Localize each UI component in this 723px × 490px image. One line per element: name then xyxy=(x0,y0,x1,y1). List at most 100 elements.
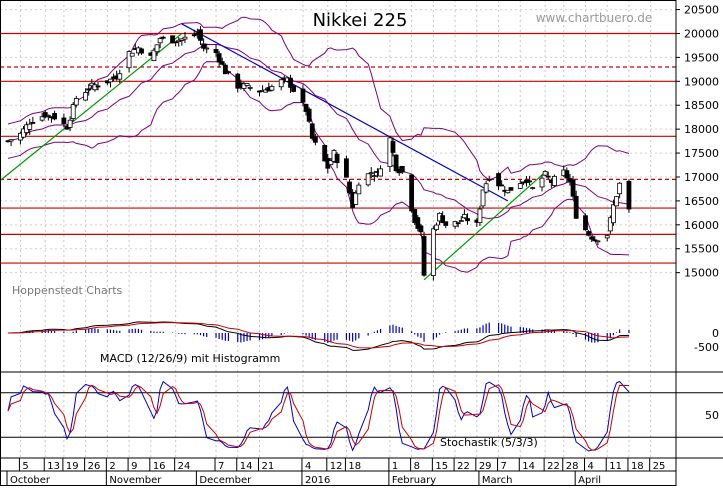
candle-body xyxy=(545,175,551,178)
candle-body xyxy=(219,61,225,65)
candle xyxy=(607,215,613,234)
candle xyxy=(347,179,352,195)
candle xyxy=(527,175,532,185)
month-label: December xyxy=(199,475,252,486)
candle xyxy=(552,174,557,188)
y-tick-label: 16000 xyxy=(684,219,719,232)
x-tick-label: 19 xyxy=(66,461,79,472)
candle-body xyxy=(443,221,449,226)
candle-body xyxy=(129,52,135,57)
bollinger-lower xyxy=(7,61,630,273)
candle xyxy=(614,196,619,207)
candle-body xyxy=(399,166,405,173)
x-tick-label: 28 xyxy=(566,461,579,472)
candle xyxy=(328,158,334,166)
candle xyxy=(477,205,483,226)
candle xyxy=(595,240,601,246)
candle xyxy=(126,50,132,73)
candle xyxy=(508,187,514,191)
candle xyxy=(219,57,225,66)
candle-body xyxy=(269,86,275,91)
month-label: April xyxy=(578,475,601,486)
candle xyxy=(542,170,548,177)
x-tick-label: 16 xyxy=(153,461,166,472)
candle xyxy=(586,230,591,237)
candle xyxy=(300,84,306,107)
candle xyxy=(108,78,113,88)
candle-body xyxy=(617,182,623,195)
candle xyxy=(117,69,123,84)
candle-body xyxy=(430,228,436,276)
x-tick-label: 29 xyxy=(479,461,492,472)
candle-body xyxy=(42,112,48,118)
candle-body xyxy=(45,114,51,117)
candle-body xyxy=(393,154,399,172)
x-tick-label: 14 xyxy=(240,461,253,472)
candle xyxy=(83,88,89,101)
month-label: October xyxy=(10,475,51,486)
candle xyxy=(226,71,231,75)
candle xyxy=(278,78,284,91)
candle-body xyxy=(61,117,67,125)
candle xyxy=(269,84,275,92)
candle xyxy=(371,170,377,182)
y-tick-label: 17000 xyxy=(684,171,719,184)
candle xyxy=(30,116,36,125)
candle xyxy=(356,182,362,195)
candle-body xyxy=(182,36,188,40)
stochastic-panel xyxy=(0,380,723,452)
candle-body xyxy=(241,83,247,89)
x-tick-label: 18 xyxy=(348,461,361,472)
candle-body xyxy=(418,225,424,233)
x-tick-label: 15 xyxy=(435,461,448,472)
candle xyxy=(67,116,73,132)
candle xyxy=(42,109,48,119)
candle-body xyxy=(70,104,76,119)
y-tick-label: 19000 xyxy=(684,75,719,88)
x-tick-label: 5 xyxy=(22,461,28,472)
support-resistance-lines xyxy=(0,32,676,264)
month-label: November xyxy=(109,475,162,486)
candle xyxy=(182,31,188,43)
x-tick-label: 7 xyxy=(501,461,507,472)
candle-body xyxy=(334,153,340,164)
candle xyxy=(95,82,101,91)
candle xyxy=(157,36,163,49)
candle xyxy=(486,175,492,182)
bollinger-upper xyxy=(7,16,630,181)
candle-body xyxy=(604,235,610,239)
candle xyxy=(465,213,470,225)
candle xyxy=(61,113,67,128)
candle-body xyxy=(353,192,359,205)
x-tick-label: 7 xyxy=(218,461,224,472)
candle-body xyxy=(160,36,166,39)
month-label: March xyxy=(482,475,512,486)
x-tick-label: 22 xyxy=(547,461,560,472)
candle xyxy=(530,186,536,190)
candle-body xyxy=(368,172,374,175)
candle xyxy=(399,165,405,175)
candle xyxy=(443,221,449,229)
candle xyxy=(455,222,461,228)
macd-y-label: -500 xyxy=(694,341,719,354)
candle-body xyxy=(564,170,570,179)
candle-body xyxy=(291,85,297,92)
candle xyxy=(222,63,228,75)
candle-body xyxy=(139,48,144,54)
candle-body xyxy=(64,126,70,130)
stochastic-label: Stochastik (5/3/3) xyxy=(440,436,538,449)
candle xyxy=(235,72,241,93)
x-tick-label: 24 xyxy=(178,461,191,472)
candle xyxy=(409,174,415,213)
candle xyxy=(86,83,92,96)
candle xyxy=(179,38,185,46)
x-tick-label: 11 xyxy=(609,461,622,472)
trendlines xyxy=(0,23,546,281)
candle-body xyxy=(52,113,57,120)
candle-body xyxy=(312,136,318,143)
candle xyxy=(353,190,359,205)
candle xyxy=(573,190,579,219)
macd-label: MACD (12/26/9) mit Histogramm xyxy=(100,352,280,365)
candle-body xyxy=(458,220,464,222)
candle-body xyxy=(542,171,548,176)
